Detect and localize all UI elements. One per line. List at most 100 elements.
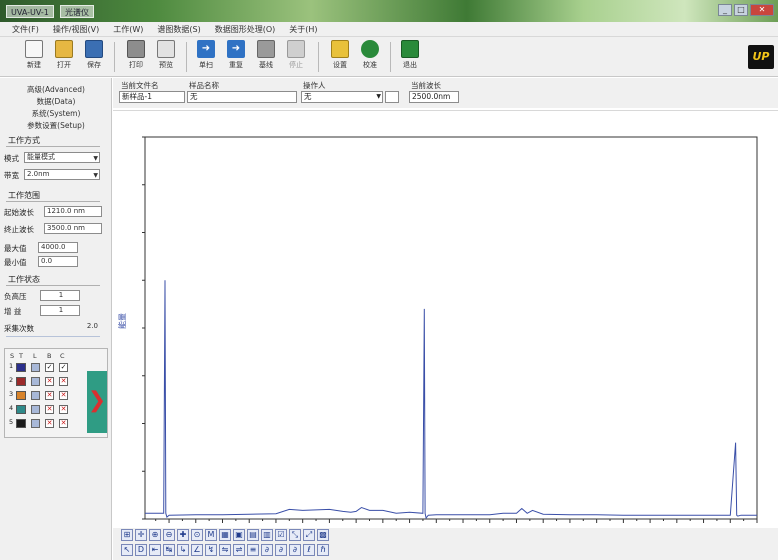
repeat-scan-icon: ➜ bbox=[227, 40, 245, 58]
x-icon[interactable]: ✕ bbox=[59, 419, 68, 428]
stop-button[interactable]: 停止 bbox=[282, 40, 310, 74]
new-button[interactable]: 新建 bbox=[20, 40, 48, 74]
x-icon[interactable]: ✕ bbox=[45, 391, 54, 400]
chart-tool-button[interactable]: ⤡ bbox=[289, 529, 301, 541]
visibility-box[interactable] bbox=[31, 363, 40, 372]
plot-frame bbox=[144, 136, 758, 520]
chart-tool-button[interactable]: ↯ bbox=[205, 544, 217, 556]
bandwidth-select[interactable]: 2.0nm ▼ bbox=[24, 169, 100, 180]
menu-spectrum-data[interactable]: 谱图数据(S) bbox=[157, 24, 201, 34]
mode-select[interactable]: 能量模式 ▼ bbox=[24, 152, 100, 163]
chart-tool-button[interactable]: ⊞ bbox=[121, 529, 133, 541]
chart-tool-button[interactable]: ⇤ bbox=[149, 544, 161, 556]
chart-tool-button[interactable]: ⇋ bbox=[219, 544, 231, 556]
chart-tool-button[interactable]: ⊕ bbox=[149, 529, 161, 541]
visibility-box[interactable] bbox=[31, 377, 40, 386]
chart-tool-button[interactable]: ▣ bbox=[233, 529, 245, 541]
x-icon[interactable]: ✕ bbox=[45, 405, 54, 414]
operator-select[interactable]: 无 ▼ bbox=[301, 91, 383, 103]
chart-tool-button[interactable]: ☑ bbox=[275, 529, 287, 541]
color-swatch[interactable] bbox=[16, 391, 26, 400]
baseline-button[interactable]: 基线 bbox=[252, 40, 280, 74]
max-value-label: 最大值 bbox=[4, 244, 27, 253]
menu-bar: 文件(F) 操作/视图(V) 工作(W) 谱图数据(S) 数据图形处理(O) 关… bbox=[0, 22, 778, 37]
spectrum-chart-area[interactable]: 能量 bbox=[113, 110, 778, 528]
start-wavelength-input[interactable]: 1210.0 nm bbox=[44, 206, 102, 217]
chart-tool-button[interactable]: ∂ bbox=[289, 544, 301, 556]
calibrate-button[interactable]: 校准 bbox=[356, 40, 384, 74]
chart-tool-button[interactable]: ↖ bbox=[121, 544, 133, 556]
close-button[interactable]: ✕ bbox=[750, 4, 774, 16]
menu-view[interactable]: 操作/视图(V) bbox=[52, 24, 100, 34]
advanced-link[interactable]: 高级(Advanced) bbox=[27, 85, 85, 94]
setup-link[interactable]: 参数设置(Setup) bbox=[27, 121, 85, 130]
chart-tool-button[interactable]: D bbox=[135, 544, 147, 556]
chart-tool-button[interactable]: ⊙ bbox=[191, 529, 203, 541]
chart-tool-button[interactable]: ↳ bbox=[177, 544, 189, 556]
data-link[interactable]: 数据(Data) bbox=[36, 97, 76, 106]
x-icon[interactable]: ✕ bbox=[45, 419, 54, 428]
max-value-input[interactable]: 4000.0 bbox=[38, 242, 78, 253]
chart-tool-button[interactable]: ⤢ bbox=[303, 529, 315, 541]
x-icon[interactable]: ✕ bbox=[59, 391, 68, 400]
maximize-button[interactable]: □ bbox=[734, 4, 748, 16]
acquisition-count-label: 采集次数 bbox=[4, 324, 34, 333]
gain-value: 1 bbox=[40, 305, 80, 316]
menu-about[interactable]: 关于(H) bbox=[289, 24, 318, 34]
color-swatch[interactable] bbox=[16, 405, 26, 414]
chart-tool-button[interactable]: ▩ bbox=[317, 529, 329, 541]
open-button[interactable]: 打开 bbox=[50, 40, 78, 74]
chart-tool-button[interactable]: ⊖ bbox=[163, 529, 175, 541]
chart-tool-button[interactable]: ✛ bbox=[135, 529, 147, 541]
preview-button[interactable]: 预览 bbox=[152, 40, 180, 74]
chart-tool-button[interactable]: ▥ bbox=[261, 529, 273, 541]
open-folder-icon bbox=[55, 40, 73, 58]
x-icon[interactable]: ✕ bbox=[45, 377, 54, 386]
color-swatch[interactable] bbox=[16, 419, 26, 428]
voltage-value: 1 bbox=[40, 290, 80, 301]
settings-button[interactable]: 设置 bbox=[326, 40, 354, 74]
end-wavelength-input[interactable]: 3500.0 nm bbox=[44, 223, 102, 234]
minimize-button[interactable]: _ bbox=[718, 4, 732, 16]
new-file-icon bbox=[25, 40, 43, 58]
save-button[interactable]: 保存 bbox=[80, 40, 108, 74]
color-swatch[interactable] bbox=[16, 363, 26, 372]
menu-data-processing[interactable]: 数据图形处理(O) bbox=[214, 24, 276, 34]
chart-tool-button[interactable]: ≡ bbox=[247, 544, 259, 556]
menu-work[interactable]: 工作(W) bbox=[113, 24, 144, 34]
single-scan-button[interactable]: ➜ 单扫 bbox=[192, 40, 220, 74]
expand-arrow-button[interactable]: ❯ bbox=[87, 371, 107, 433]
min-value-input[interactable]: 0.0 bbox=[38, 256, 78, 267]
chart-tool-button[interactable]: ∂ bbox=[275, 544, 287, 556]
chart-tool-button[interactable]: ▦ bbox=[219, 529, 231, 541]
repeat-scan-button[interactable]: ➜ 重复 bbox=[222, 40, 250, 74]
chart-tool-button[interactable]: ℏ bbox=[317, 544, 329, 556]
chart-tool-button[interactable]: ⇌ bbox=[233, 544, 245, 556]
spectrum-chart[interactable]: 能量 bbox=[113, 111, 778, 529]
title-tab-2[interactable]: 光谱仪 bbox=[60, 5, 94, 18]
chart-tool-button[interactable]: ∂ bbox=[261, 544, 273, 556]
chart-tool-button[interactable]: ℓ bbox=[303, 544, 315, 556]
print-button[interactable]: 打印 bbox=[122, 40, 150, 74]
chart-tool-button[interactable]: ✚ bbox=[177, 529, 189, 541]
menu-file[interactable]: 文件(F) bbox=[12, 24, 39, 34]
visibility-box[interactable] bbox=[31, 405, 40, 414]
chart-tool-button[interactable]: ↹ bbox=[163, 544, 175, 556]
visibility-box[interactable] bbox=[31, 391, 40, 400]
visibility-box[interactable] bbox=[31, 419, 40, 428]
system-link[interactable]: 系统(System) bbox=[31, 109, 81, 118]
color-swatch[interactable] bbox=[16, 377, 26, 386]
current-file-field[interactable]: 新样品-1 bbox=[119, 91, 185, 103]
chart-tool-button[interactable]: ∠ bbox=[191, 544, 203, 556]
title-tab-1[interactable]: UVA-UV-1 bbox=[6, 5, 54, 18]
check-icon[interactable]: ✓ bbox=[59, 363, 68, 372]
sample-name-field[interactable]: 无 bbox=[187, 91, 297, 103]
x-icon[interactable]: ✕ bbox=[59, 405, 68, 414]
toolbar-separator bbox=[318, 42, 319, 72]
chart-tool-button[interactable]: M bbox=[205, 529, 217, 541]
operator-more-button[interactable] bbox=[385, 91, 399, 103]
chart-tool-button[interactable]: ▤ bbox=[247, 529, 259, 541]
exit-button[interactable]: 退出 bbox=[396, 40, 424, 74]
x-icon[interactable]: ✕ bbox=[59, 377, 68, 386]
check-icon[interactable]: ✓ bbox=[45, 363, 54, 372]
